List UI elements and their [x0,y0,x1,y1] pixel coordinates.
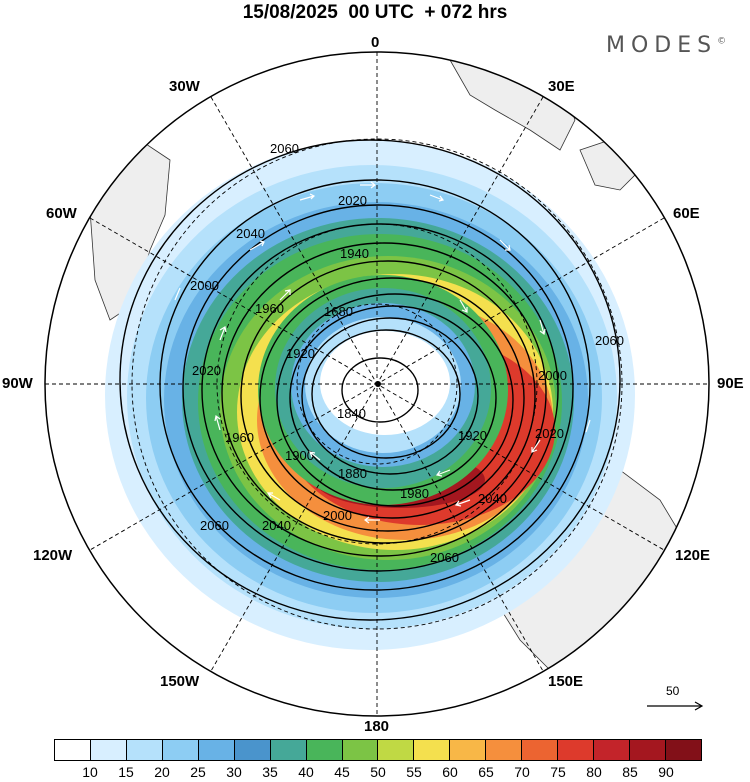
contour-label: 2000 [323,508,352,523]
contour-label: 2000 [190,278,219,293]
height-contours [119,139,621,621]
contour-label: 1880 [338,466,367,481]
contour-label: 1840 [337,406,366,421]
contour-label: 1680 [324,304,353,319]
contour-label: 2020 [192,363,221,378]
colorbar-label: 75 [550,764,566,780]
colorbar-cell [90,740,127,760]
colorbar-cell [162,740,199,760]
colorbar-cell [450,740,487,760]
colorbar [54,739,702,761]
colorbar-cell [558,740,595,760]
colorbar-label: 45 [334,764,350,780]
contour-label: 2040 [478,491,507,506]
contour-label: 2020 [338,193,367,208]
colorbar-label: 55 [406,764,422,780]
contour-label: 2060 [200,518,229,533]
contour-label: 2060 [430,550,459,565]
copyright-mark: © [717,36,727,47]
colorbar-cell [594,740,630,760]
colorbar-cell [414,740,451,760]
south-pole-marker [375,381,381,387]
lon-label-120e: 120E [675,547,711,564]
colorbar-label: 15 [118,764,134,780]
colorbar-label: 60 [442,764,458,780]
lon-label-120w: 120W [33,547,73,564]
contour-label: 1920 [458,428,487,443]
colorbar-labels: 10 15 20 25 30 35 40 45 50 55 60 65 70 75 80 85 90 [0,764,750,782]
colorbar-label: 65 [478,764,494,780]
lon-label-90w: 90W [2,375,33,392]
lon-label-150w: 150W [160,673,200,690]
colorbar-cell [630,740,666,760]
colorbar-label: 30 [226,764,242,780]
lon-label-90e: 90E [717,375,744,392]
colorbar-label: 40 [298,764,314,780]
colorbar-cell [665,740,701,760]
map-title: 15/08/2025 00 UTC + 072 hrs [242,2,508,23]
brand-logo: MODES© [606,33,726,58]
colorbar-label: 70 [514,764,530,780]
colorbar-label: 25 [190,764,206,780]
reference-vector-label: 50 [666,684,680,698]
lon-label-60e: 60E [673,205,700,222]
colorbar-cell [126,740,163,760]
contour-label: 2020 [535,426,564,441]
colorbar-cell [342,740,379,760]
contour-label-group: 2060 2040 2020 1940 1960 1680 1920 1840 … [190,141,624,565]
lon-label-30w: 30W [169,78,200,95]
colorbar-cell [270,740,307,760]
contour-label: 2060 [595,333,624,348]
contour-label: 1940 [340,246,369,261]
brand-text: MODES [606,33,718,58]
contour-label: 2060 [270,141,299,156]
lon-label-0: 0 [371,34,380,51]
colorbar-cell [486,740,523,760]
colorbar-cell [378,740,415,760]
lon-label-60w: 60W [46,205,77,222]
wind-vectors [174,181,591,524]
colorbar-label: 35 [262,764,278,780]
colorbar-label: 20 [154,764,170,780]
contour-label: 1980 [400,486,429,501]
lon-label-30e: 30E [548,78,575,95]
contour-label: 1960 [225,430,254,445]
colorbar-label: 90 [658,764,674,780]
map-boundary [44,51,710,717]
contour-label: 1960 [255,301,284,316]
colorbar-label: 50 [370,764,386,780]
lon-label-150e: 150E [548,673,584,690]
contour-label: 1900 [285,448,314,463]
colorbar-cell [198,740,235,760]
colorbar-cell [306,740,343,760]
colorbar-label: 10 [82,764,98,780]
colorbar-cell [55,740,91,760]
colorbar-label: 80 [586,764,602,780]
contour-label: 2000 [538,368,567,383]
colorbar-cell [234,740,271,760]
colorbar-cell [522,740,559,760]
contour-label: 2040 [236,226,265,241]
colorbar-label: 85 [622,764,638,780]
reference-vector-arrow [647,701,704,711]
contour-label: 1920 [286,346,315,361]
contour-label: 2040 [262,518,291,533]
lon-label-180: 180 [364,718,390,735]
